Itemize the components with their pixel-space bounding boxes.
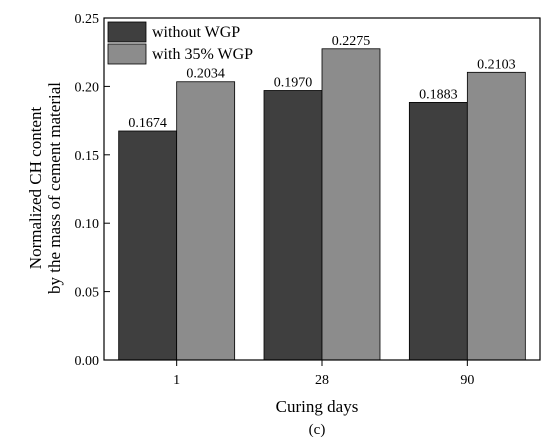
bar-without-wgp-1	[118, 130, 178, 361]
bar-with-wgp-28	[321, 48, 381, 361]
legend-label-with-wgp: with 35% WGP	[152, 46, 253, 63]
legend-swatch-without-wgp	[107, 21, 147, 43]
bars-layer	[118, 48, 526, 361]
legend-swatch-with-wgp	[107, 43, 147, 65]
data-label: 0.1674	[128, 116, 167, 131]
legend: without WGP with 35% WGP	[107, 21, 253, 65]
y-tick-label: 0.00	[75, 354, 100, 369]
data-label: 0.1883	[419, 87, 458, 102]
y-tick-label: 0.25	[75, 12, 100, 27]
x-tick-label: 1	[173, 373, 180, 388]
y-tick-label: 0.15	[75, 149, 100, 164]
data-label: 0.2103	[477, 57, 516, 72]
figure-caption: (c)	[309, 422, 326, 438]
data-label: 0.1970	[274, 76, 313, 91]
bar-with-wgp-1	[176, 81, 236, 361]
y-tick-label: 0.05	[75, 286, 100, 301]
y-tick-label: 0.10	[75, 217, 100, 232]
x-tick-label: 28	[315, 373, 329, 388]
value-labels-layer: 0.1674 0.1970 0.1883 0.2034 0.2275 0.2103	[128, 34, 515, 131]
y-axis-title-line-2: by the mass of cement material	[45, 82, 64, 294]
y-tick-label: 0.20	[75, 80, 100, 95]
legend-label-without-wgp: without WGP	[152, 24, 240, 41]
data-label: 0.2275	[332, 34, 371, 49]
data-label: 0.2034	[186, 67, 225, 82]
x-axis-title: Curing days	[276, 397, 359, 416]
bar-without-wgp-90	[408, 102, 468, 361]
y-axis-title: Normalized CH content by the mass of cem…	[26, 82, 64, 294]
axes-layer: 0.00 0.05 0.10 0.15 0.20 0.25 1 28 90	[75, 12, 541, 388]
bar-with-wgp-90	[466, 71, 526, 361]
x-tick-label: 90	[460, 373, 474, 388]
bar-without-wgp-28	[263, 90, 323, 361]
y-axis-title-line-1: Normalized CH content	[26, 107, 45, 270]
